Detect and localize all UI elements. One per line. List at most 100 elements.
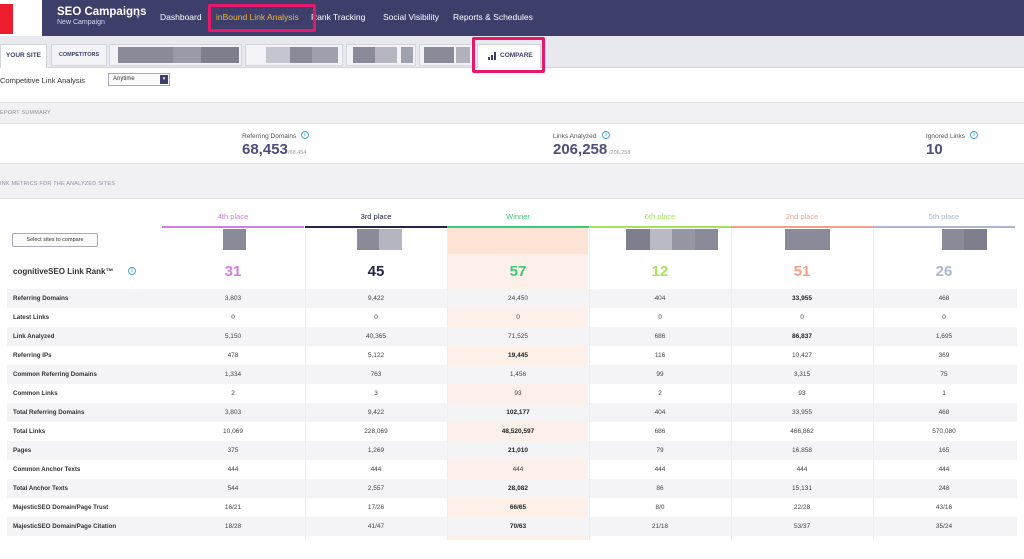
table-cell: 1,269: [367, 447, 385, 454]
report-summary-bar: EPORT SUMMARY: [0, 102, 1024, 124]
column-divider: [305, 228, 306, 540]
link-rank-value: 51: [793, 263, 811, 280]
table-cell: 686: [654, 428, 666, 435]
column-underline: [305, 226, 447, 228]
table-row: Latest Links 0 0 0 0 0 0: [7, 308, 1017, 327]
referring-domains-total: /68,454: [288, 150, 307, 156]
table-cell: 5,122: [367, 352, 385, 359]
table-cell: 79: [656, 447, 664, 454]
table-cell: 0: [942, 314, 946, 321]
table-cell: 40,365: [366, 333, 386, 340]
date-range-select[interactable]: Anytime ▾: [108, 73, 170, 86]
table-cell: 2: [658, 390, 662, 397]
table-cell: 86,837: [792, 333, 812, 340]
column-header: 6th place: [644, 212, 676, 221]
nav-dashboard[interactable]: Dashboard: [160, 12, 202, 22]
row-label: MajesticSEO Domain/Page Trust: [13, 504, 109, 511]
chevron-down-icon[interactable]: ▾: [136, 12, 141, 21]
table-cell: 478: [227, 352, 239, 359]
nav-reports-schedules[interactable]: Reports & Schedules: [453, 12, 533, 22]
table-cell: 24,450: [508, 295, 528, 302]
app-title[interactable]: SEO Campaigns: [57, 6, 147, 18]
competitor-tab-1[interactable]: [109, 44, 242, 66]
table-cell: 10,427: [792, 352, 812, 359]
table-cell: 1,334: [224, 371, 242, 378]
winner-logo-bg: [447, 228, 588, 254]
info-icon[interactable]: i: [128, 267, 136, 275]
table-row: Total Links 10,069 228,069 48,520,597 686 466…: [7, 422, 1017, 441]
table-cell: 93: [798, 390, 806, 397]
table-cell: 0: [516, 314, 520, 321]
tab-your-site[interactable]: YOUR SITE: [0, 44, 47, 68]
row-label: Common Links: [13, 390, 58, 397]
row-label: Referring Domains: [13, 295, 69, 302]
table-row: Total Anchor Texts 544 2,557 28,082 86 15,131…: [7, 479, 1017, 498]
competitor-tab-4[interactable]: [419, 44, 474, 66]
nav-rank-tracking[interactable]: Rank Tracking: [311, 12, 366, 22]
table-cell: 369: [938, 352, 950, 359]
table-row: Referring IPs 478 5,122 19,445 116 10,427 369: [7, 346, 1017, 365]
competitor-tab-3[interactable]: [346, 44, 416, 66]
compare-label: COMPARE: [500, 52, 533, 59]
site-logo[interactable]: [942, 229, 987, 251]
tab-competitors[interactable]: COMPETITORS: [51, 44, 107, 66]
link-rank-value: 12: [651, 263, 669, 280]
site-logo[interactable]: [223, 229, 246, 251]
table-cell: 21,010: [508, 447, 528, 454]
table-row: Common Referring Domains 1,334 763 1,456 99 3…: [7, 365, 1017, 384]
table-cell: 763: [370, 371, 382, 378]
table-cell: 0: [374, 314, 378, 321]
link-rank-label: cognitiveSEO Link Rank™: [13, 267, 114, 276]
info-icon[interactable]: i: [970, 131, 978, 139]
link-rank-value: 31: [224, 263, 242, 280]
table-cell: 28,082: [508, 485, 528, 492]
site-logo[interactable]: [626, 229, 718, 251]
link-rank-value: 45: [367, 263, 385, 280]
table-row: Common Anchor Texts 444 444 444 444 444 444: [7, 460, 1017, 479]
table-cell: 2: [231, 390, 235, 397]
table-cell: 18/28: [224, 523, 242, 530]
date-range-value: Anytime: [113, 76, 135, 82]
table-cell: 70/63: [509, 523, 527, 530]
info-icon[interactable]: i: [602, 131, 610, 139]
table-cell: 86: [656, 485, 664, 492]
link-rank-value: 26: [935, 263, 953, 280]
table-cell: 3,315: [793, 371, 811, 378]
site-logo[interactable]: [357, 229, 402, 251]
table-cell: 22/28: [793, 504, 811, 511]
table-cell: 3,803: [224, 295, 242, 302]
table-row: Total Referring Domains 3,803 9,422 102,177…: [7, 403, 1017, 422]
referring-domains-value: 68,453: [242, 141, 288, 158]
table-cell: 43/16: [935, 504, 953, 511]
top-nav: SEO Campaigns New Campaign ▾ Dashboard i…: [0, 0, 1024, 36]
nav-inbound-link-analysis[interactable]: inBound Link Analysis: [216, 12, 299, 22]
table-cell: 16/21: [224, 504, 242, 511]
row-label: Total Anchor Texts: [13, 485, 68, 492]
nav-social-visibility[interactable]: Social Visibility: [383, 12, 440, 22]
table-cell: 0: [800, 314, 804, 321]
site-logo[interactable]: [785, 229, 830, 251]
tab-compare[interactable]: COMPARE: [477, 44, 541, 68]
table-cell: 1,456: [509, 371, 527, 378]
chevron-down-icon: ▾: [160, 75, 168, 84]
row-label: Common Referring Domains: [13, 371, 97, 378]
logo[interactable]: [0, 0, 42, 36]
table-cell: 10,069: [223, 428, 243, 435]
table-cell: 17/26: [367, 504, 385, 511]
ignored-links-label: Ignored Links: [926, 133, 966, 140]
table-cell: 248: [938, 485, 950, 492]
select-sites-button[interactable]: Select sites to compare: [12, 233, 98, 247]
table-cell: 66/65: [509, 504, 527, 511]
column-header: 4th place: [217, 212, 249, 221]
competitor-tab-2[interactable]: [245, 44, 343, 66]
table-cell: 404: [654, 409, 666, 416]
info-icon[interactable]: i: [301, 131, 309, 139]
section-title: INK METRICS FOR THE ANALYZED SITES: [0, 181, 116, 187]
table-cell: 228,069: [364, 428, 388, 435]
table-cell: 444: [227, 466, 239, 473]
table-cell: 5,150: [224, 333, 242, 340]
row-label: Latest Links: [13, 314, 50, 321]
table-cell: 468: [938, 295, 950, 302]
table-cell: 99: [656, 371, 664, 378]
column-underline: [162, 226, 304, 228]
